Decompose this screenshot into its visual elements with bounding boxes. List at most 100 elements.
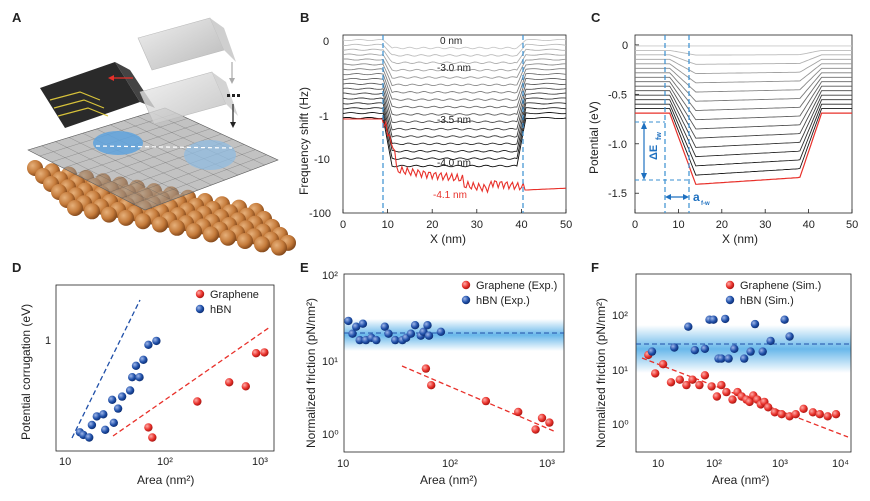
hbn-point (423, 321, 432, 330)
hbn-point (152, 336, 161, 346)
plot-frame-e (343, 273, 565, 453)
f-xtick-10: 10 (652, 458, 664, 470)
lattice-line (164, 107, 279, 161)
f-xtick-100: 10² (706, 458, 722, 470)
c-x-ticks: 0 10 20 30 40 50 (632, 209, 858, 231)
curve-label-0nm: 0 nm (440, 36, 462, 47)
potential-curve (635, 58, 852, 75)
panel-d-corrugation: Graphene hBN 1 10 10² 10³ Area (nm²) Pot… (19, 284, 275, 487)
hbn-point (139, 355, 148, 364)
delta-e-arrow-bottom (641, 173, 647, 180)
e-legend-marker-hbn (461, 295, 471, 305)
ellipsis-dot-1 (227, 94, 230, 97)
panel-label-e: E (300, 260, 309, 275)
graphene-point (514, 407, 523, 417)
e-legend-marker-graphene (461, 280, 471, 290)
hbn-point (384, 329, 393, 338)
potential-curve (635, 94, 852, 148)
graphene-point (537, 413, 547, 423)
f-shaded-band (636, 325, 851, 373)
e-ytick-10: 10¹ (322, 356, 338, 368)
contact-spot-right (184, 140, 236, 170)
e-xlabel: Area (nm²) (420, 473, 477, 487)
potential-curve (635, 103, 852, 167)
arrow-down-gray-head (229, 78, 235, 84)
e-xtick-1000: 10³ (539, 458, 555, 470)
graphene-point (193, 397, 202, 406)
graphene-point (225, 378, 234, 387)
e-ytick-100: 10² (322, 270, 338, 282)
frequency-curve (342, 63, 566, 87)
hbn-point (410, 321, 420, 330)
hbn-point (406, 329, 416, 338)
f-xtick-1000: 10³ (772, 458, 788, 470)
b-ytick-0: 0 (323, 36, 329, 48)
curve-label-4p1nm: -4.1 nm (433, 190, 467, 201)
hbn-point (85, 433, 94, 442)
graphene-point (728, 395, 737, 404)
potential-curve (635, 76, 852, 111)
c-xtick-label: 10 (672, 219, 684, 231)
f-xtick-10000: 10⁴ (832, 458, 849, 470)
curve-label-3p0nm: -3.0 nm (437, 63, 471, 74)
panel-label-b: B (300, 10, 309, 25)
hbn-point (750, 319, 760, 329)
d-ylabel: Potential corrugation (eV) (19, 304, 33, 440)
plot-frame-d (55, 284, 275, 452)
substrate-ball (220, 229, 236, 246)
curve-label-3p5nm: -3.5 nm (437, 115, 471, 126)
a-label: a (693, 190, 700, 204)
potential-curve (635, 81, 852, 121)
frequency-curves (342, 38, 567, 194)
graphene-point (427, 381, 436, 390)
hbn-point (372, 335, 381, 345)
graphene-point (722, 387, 731, 397)
potential-curves (635, 45, 852, 185)
hbn-point (113, 404, 123, 413)
hbn-point (344, 316, 353, 326)
scan-path (95, 145, 233, 149)
graphene-point (799, 404, 808, 413)
hbn-point (101, 425, 110, 434)
e-scatter-points (344, 316, 554, 434)
graphene-point (777, 410, 786, 419)
graphene-point (421, 364, 431, 373)
d-scatter-points (75, 336, 269, 442)
tip-ghost-mid-side (212, 72, 238, 116)
graphene-point (144, 423, 153, 432)
ellipsis-dot-3 (237, 94, 240, 97)
graphene-point (531, 425, 540, 434)
hbn-point (352, 322, 361, 331)
d-legend-graphene: Graphene (210, 289, 259, 301)
plot-frame-b (342, 34, 567, 214)
ellipsis-dot-2 (232, 94, 235, 97)
panel-label-f: F (591, 260, 599, 275)
hbn-point (780, 315, 789, 324)
hbn-point (785, 332, 794, 341)
hbn-point (125, 386, 135, 395)
frequency-curve (342, 82, 567, 116)
arrow-down-black-head (230, 122, 236, 128)
f-legend-marker-hbn (725, 295, 735, 305)
graphene-point (823, 412, 832, 421)
hbn-point (424, 331, 434, 340)
potential-curve (635, 90, 852, 139)
c-xtick-label: 40 (803, 219, 815, 231)
panel-c-potential: ΔE fw a f-w 0 -0.5 -1.0 -1.5 0 10 20 30 40 50 X … (587, 34, 858, 246)
substrate-ball (186, 223, 202, 240)
substrate-ball (118, 209, 134, 226)
c-ytick-label: 0 (622, 40, 628, 52)
hbn-point (128, 373, 137, 382)
f-ytick-1: 10⁰ (612, 419, 629, 431)
graphene-point (675, 375, 684, 384)
graphene-point (481, 396, 491, 406)
b-xtick-label: 10 (382, 219, 394, 231)
panel-b-frequency-shift: 0 nm -3.0 nm -3.5 nm -4.0 nm -4.1 nm 0 -… (297, 34, 572, 246)
f-legend-graphene: Graphene (Sim.) (740, 280, 821, 292)
e-xtick-10: 10 (337, 458, 349, 470)
hbn-point (647, 347, 657, 356)
graphene-point (545, 418, 554, 427)
graphene-point (808, 408, 818, 417)
tip-ghost-mid (139, 71, 227, 125)
